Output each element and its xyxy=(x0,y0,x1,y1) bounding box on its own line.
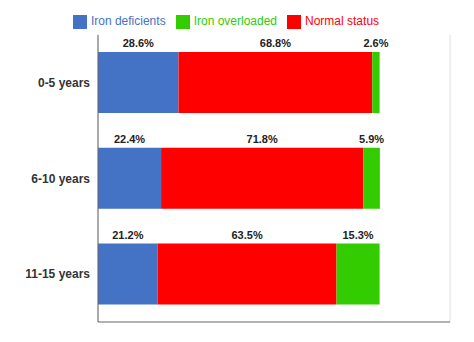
html-text:Normal status: Normal status xyxy=(305,14,380,28)
svg-text:2.6%: 2.6% xyxy=(363,37,388,49)
svg-text:63.5%: 63.5% xyxy=(232,229,263,241)
svg-text:11-15 years: 11-15 years xyxy=(25,267,90,281)
svg-text:21.2%: 21.2% xyxy=(112,229,143,241)
svg-text:6-10 years: 6-10 years xyxy=(31,172,90,186)
svg-text:0-5 years: 0-5 years xyxy=(38,76,90,90)
svg-text:5.9%: 5.9% xyxy=(359,133,384,145)
svg-text:71.8%: 71.8% xyxy=(247,133,278,145)
svg-text:15.3%: 15.3% xyxy=(342,229,373,241)
svg-text:22.4%: 22.4% xyxy=(114,133,145,145)
svg-text:68.8%: 68.8% xyxy=(260,37,291,49)
html-text:Iron deficients: Iron deficients xyxy=(90,14,166,28)
html-text:Iron overloaded: Iron overloaded xyxy=(193,14,277,28)
svg-text:28.6%: 28.6% xyxy=(123,37,154,49)
